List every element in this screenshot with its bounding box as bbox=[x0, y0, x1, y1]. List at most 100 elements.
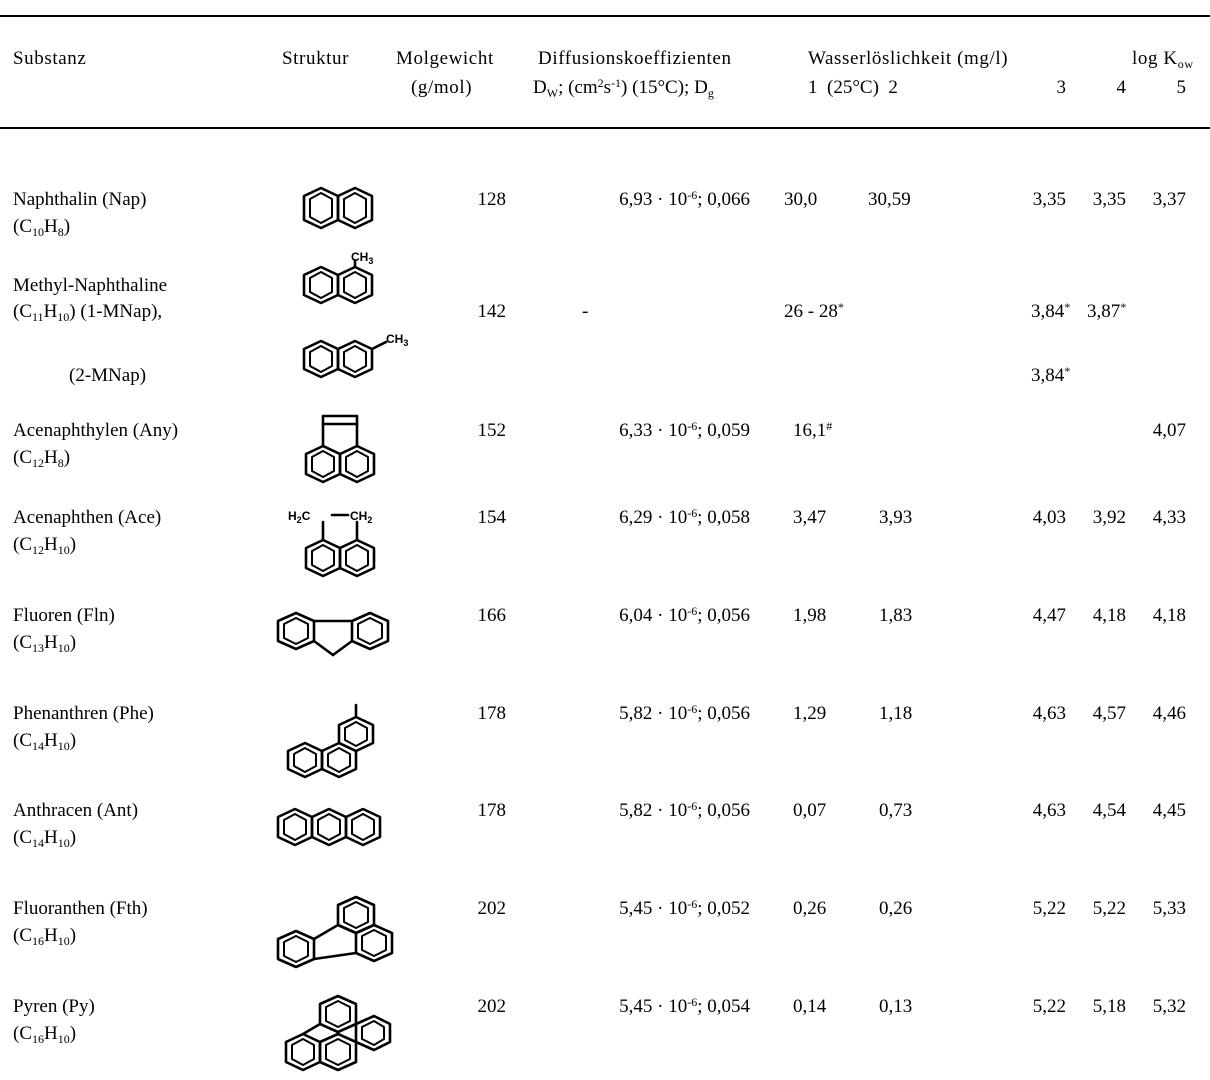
solubility-1: 16,1# bbox=[793, 419, 833, 441]
molecular-weight: 128 bbox=[477, 189, 507, 210]
header-substanz: Substanz bbox=[13, 48, 87, 69]
header-logk: log Kow bbox=[1132, 48, 1194, 71]
substance-formula: (C10H8) bbox=[13, 216, 71, 239]
molecular-weight: 202 bbox=[477, 996, 507, 1017]
fluorene-icon bbox=[276, 611, 390, 657]
substance-name: Acenaphthen (Ace) bbox=[13, 507, 162, 528]
molecular-weight: 142 bbox=[477, 301, 507, 322]
substance-name: Anthracen (Ant) bbox=[13, 800, 139, 821]
phenanthrene-icon bbox=[286, 703, 375, 779]
molecular-weight: 178 bbox=[477, 703, 507, 724]
substance-formula: (C16H10) bbox=[13, 1023, 77, 1046]
solubility-2: 0,73 bbox=[879, 800, 913, 821]
solubility-1: 0,07 bbox=[793, 800, 827, 821]
value-col5: 4,18 bbox=[1152, 605, 1186, 626]
value-col5: 3,37 bbox=[1152, 189, 1186, 210]
molecular-weight: 178 bbox=[477, 800, 507, 821]
substance-formula: (C16H10) bbox=[13, 925, 77, 948]
value-col4: 4,54 bbox=[1092, 800, 1126, 821]
value-col3: 3,35 bbox=[1032, 189, 1066, 210]
value-col3: 5,22 bbox=[1032, 996, 1066, 1017]
value-col4: 3,35 bbox=[1092, 189, 1126, 210]
solubility-1: 30,0 bbox=[784, 189, 818, 210]
solubility-1: 0,26 bbox=[793, 898, 827, 919]
substance-formula: (C13H10) bbox=[13, 632, 77, 655]
solubility-1: 1,98 bbox=[793, 605, 827, 626]
header-col3: 3 bbox=[1056, 77, 1067, 98]
solubility-1: 1,29 bbox=[793, 703, 827, 724]
value-col5: 5,33 bbox=[1152, 898, 1186, 919]
fluoranthene-icon bbox=[276, 895, 394, 969]
header-wasser-sub: 1 (25°C) 2 bbox=[808, 77, 898, 98]
value-col3: 3,84* bbox=[1031, 300, 1071, 322]
diffusion-coefficients: 5,82 · 10-6; 0,056 bbox=[619, 799, 750, 821]
substance-formula: (C14H10) bbox=[13, 827, 77, 850]
value-col4: 4,18 bbox=[1092, 605, 1126, 626]
value-col5: 4,33 bbox=[1152, 507, 1186, 528]
value-col4: 4,57 bbox=[1092, 703, 1126, 724]
value-col4: 3,92 bbox=[1092, 507, 1126, 528]
solubility-2: 30,59 bbox=[868, 189, 911, 210]
value-col5: 4,46 bbox=[1152, 703, 1186, 724]
value-col5: 4,07 bbox=[1152, 420, 1186, 441]
solubility-2: 0,26 bbox=[879, 898, 913, 919]
header-struktur: Struktur bbox=[282, 48, 350, 69]
molecular-weight: 202 bbox=[477, 898, 507, 919]
substance-name: Acenaphthylen (Any) bbox=[13, 420, 179, 441]
value-col3: 4,63 bbox=[1032, 703, 1066, 724]
naphthalene-icon bbox=[302, 186, 374, 230]
substance-name: (2-MNap) bbox=[69, 365, 147, 386]
diffusion-coefficients: 5,45 · 10-6; 0,052 bbox=[619, 897, 750, 919]
diffusion-coefficients: 5,82 · 10-6; 0,056 bbox=[619, 702, 750, 724]
svg-text:CH2: CH2 bbox=[350, 509, 372, 525]
header-diffusion-units: DW; (cm2s-1) (15°C); Dg bbox=[533, 76, 714, 100]
1-methylnaphthalene-icon: CH3 bbox=[302, 250, 373, 305]
acenaphthene-icon: H2C CH2 bbox=[288, 509, 376, 578]
pyrene-icon bbox=[284, 994, 392, 1072]
molecular-weight: 152 bbox=[477, 420, 507, 441]
value-col3: 4,03 bbox=[1032, 507, 1066, 528]
top-rule bbox=[0, 15, 1210, 17]
substance-name: Fluoranthen (Fth) bbox=[13, 898, 148, 919]
substance-name: Methyl-Naphthaline bbox=[13, 275, 168, 296]
solubility-2: 0,13 bbox=[879, 996, 913, 1017]
header-diffusion: Diffusionskoeffizienten bbox=[538, 48, 732, 69]
value-col3: 5,22 bbox=[1032, 898, 1066, 919]
acenaphthylene-icon bbox=[304, 414, 376, 484]
substance-name: Phenanthren (Phe) bbox=[13, 703, 154, 724]
molecular-weight: 154 bbox=[477, 507, 507, 528]
diffusion-coefficients: 6,04 · 10-6; 0,056 bbox=[619, 604, 750, 626]
header-molgewicht-unit: (g/mol) bbox=[411, 77, 473, 98]
diffusion-coefficients: 6,29 · 10-6; 0,058 bbox=[619, 506, 750, 528]
substance-formula: (C11H10) (1-MNap), bbox=[13, 301, 163, 324]
value-col4: 5,22 bbox=[1092, 898, 1126, 919]
substance-formula: (C12H8) bbox=[13, 447, 71, 470]
value-col4: 3,87* bbox=[1087, 300, 1127, 322]
solubility-1: 26 - 28* bbox=[784, 300, 844, 322]
solubility-1: 0,14 bbox=[793, 996, 827, 1017]
diffusion-coefficients: 6,93 · 10-6; 0,066 bbox=[619, 188, 750, 210]
substance-name: Naphthalin (Nap) bbox=[13, 189, 147, 210]
header-col4: 4 bbox=[1116, 77, 1127, 98]
svg-text:CH3: CH3 bbox=[351, 250, 373, 266]
value-col5: 4,45 bbox=[1152, 800, 1186, 821]
substance-formula: (C14H10) bbox=[13, 730, 77, 753]
solubility-2: 1,18 bbox=[879, 703, 913, 724]
header-rule bbox=[0, 127, 1210, 129]
value-col3: 4,63 bbox=[1032, 800, 1066, 821]
header-wasserloeslichkeit: Wasserlöslichkeit (mg/l) bbox=[808, 48, 1009, 69]
solubility-2: 1,83 bbox=[879, 605, 913, 626]
header-col5: 5 bbox=[1176, 77, 1187, 98]
value-col3: 3,84* bbox=[1031, 364, 1071, 386]
diffusion-missing-dash: - bbox=[582, 301, 589, 322]
value-col5: 5,32 bbox=[1152, 996, 1186, 1017]
solubility-1: 3,47 bbox=[793, 507, 827, 528]
diffusion-coefficients: 5,45 · 10-6; 0,054 bbox=[619, 995, 750, 1017]
anthracene-icon bbox=[276, 807, 382, 847]
substance-name: Fluoren (Fln) bbox=[13, 605, 115, 626]
substance-name: Pyren (Py) bbox=[13, 996, 95, 1017]
value-col3: 4,47 bbox=[1032, 605, 1066, 626]
value-col4: 5,18 bbox=[1092, 996, 1126, 1017]
substance-formula: (C12H10) bbox=[13, 534, 77, 557]
svg-text:CH3: CH3 bbox=[386, 332, 408, 348]
